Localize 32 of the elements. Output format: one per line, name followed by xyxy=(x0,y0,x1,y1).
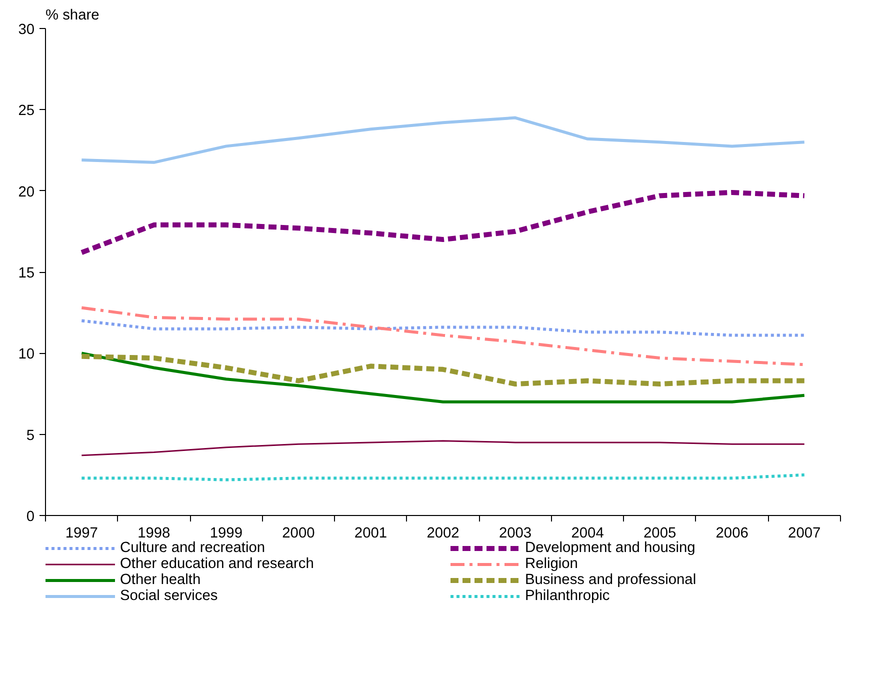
x-tick-label: 1999 xyxy=(210,526,242,542)
y-tick-label: 5 xyxy=(26,428,35,444)
legend-label: Other education and research xyxy=(120,556,315,572)
y-tick-label: 15 xyxy=(18,266,35,282)
line-series xyxy=(80,306,806,366)
y-tick-label: 10 xyxy=(18,346,35,363)
legend-label: Development and housing xyxy=(525,540,696,556)
x-tick-label: 2000 xyxy=(282,526,315,542)
line-series xyxy=(80,440,806,456)
x-tick-label: 2005 xyxy=(644,526,676,542)
line-series xyxy=(80,352,806,404)
x-tick-label: 2004 xyxy=(571,526,604,542)
legend-label: Other health xyxy=(120,572,202,588)
y-tick-label: 20 xyxy=(18,184,35,200)
y-tick-label: 25 xyxy=(18,103,35,120)
y-axis-title: % share xyxy=(46,8,100,24)
legend-label: Philanthropic xyxy=(525,588,611,604)
legend-label: Social services xyxy=(120,588,219,604)
x-tick-label: 2006 xyxy=(716,526,748,542)
legend-label: Religion xyxy=(525,556,579,572)
x-tick-label: 2002 xyxy=(426,526,460,542)
legend-label: Business and professional xyxy=(525,572,698,588)
x-tick-label: 2003 xyxy=(498,526,532,542)
legend-label: Culture and recreation xyxy=(120,540,266,556)
y-tick-label: 30 xyxy=(18,22,35,38)
line-series xyxy=(80,319,806,337)
x-tick-label: 1997 xyxy=(65,526,98,542)
line-series xyxy=(80,116,806,164)
x-tick-label: 2007 xyxy=(788,526,821,542)
x-tick-label: 2001 xyxy=(354,526,388,542)
y-tick-label: 0 xyxy=(26,509,35,525)
x-tick-label: 1998 xyxy=(138,526,170,542)
